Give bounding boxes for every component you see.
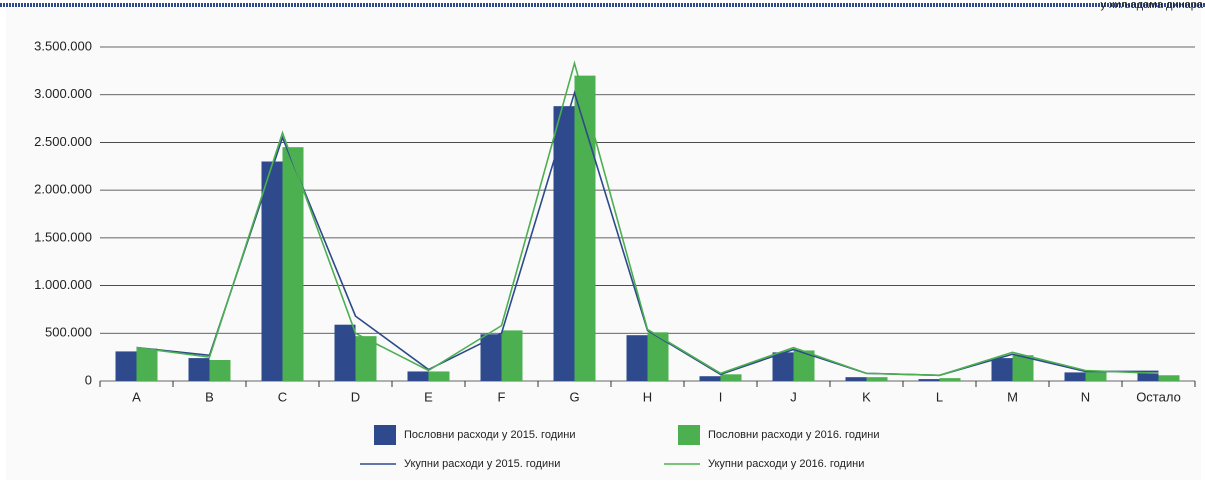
x-tick-label: E [424,389,433,404]
line [136,60,1159,377]
bar [866,377,888,381]
x-tick-label: B [205,389,214,404]
bar [720,374,742,381]
bar [501,330,523,381]
x-tick-label: G [569,389,579,404]
chart-panel [6,8,1201,480]
x-tick-label: L [936,389,943,404]
bar [647,332,669,381]
y-tick-label: 1.000.000 [34,277,92,292]
legend-label: Укупни расходи у 2015. години [404,458,560,470]
y-tick-label: 3.500.000 [34,38,92,53]
bar [209,360,231,381]
legend-label: Пословни расходи у 2016. години [708,429,879,441]
x-tick-label: K [862,389,871,404]
x-tick-label: J [790,389,797,404]
bar [1064,372,1086,381]
bar [772,352,794,381]
bar [1158,375,1180,381]
x-tick-label: N [1081,389,1090,404]
x-tick-label: Остало [1136,389,1181,404]
bar [282,147,304,381]
y-tick-label: 3.000.000 [34,86,92,101]
line [136,90,1159,377]
x-tick-label: F [498,389,506,404]
y-tick-label: 500.000 [45,325,92,340]
bar [1012,355,1034,381]
legend-label: Пословни расходи у 2015. години [404,429,575,441]
bar [793,350,815,381]
bar [355,336,377,381]
x-tick-label: C [278,389,287,404]
bar [699,376,721,381]
bar [574,75,596,381]
legend-swatch [374,425,396,445]
unit-note: у хиљадама динара [1100,0,1203,11]
x-tick-label: H [643,389,652,404]
legend-label: Укупни расходи у 2016. години [708,458,864,470]
bar [136,348,158,381]
bar [553,106,575,381]
x-tick-label: A [132,389,141,404]
x-tick-label: M [1007,389,1018,404]
bar [918,379,940,381]
bar [261,161,283,381]
bar [845,377,867,381]
x-tick-label: I [719,389,723,404]
bar [480,334,502,381]
bar [334,324,356,381]
bar [428,371,450,381]
bar [626,335,648,381]
bar [939,378,961,381]
y-tick-label: 2.000.000 [34,182,92,197]
bar [407,371,429,381]
bar [991,358,1013,381]
legend-swatch [678,425,700,445]
bar [1137,372,1159,381]
y-tick-label: 2.500.000 [34,134,92,149]
y-tick-label: 1.500.000 [34,229,92,244]
y-tick-label: 0 [85,372,92,387]
bar [188,358,210,381]
bar [1085,370,1107,381]
bar [115,351,137,381]
x-tick-label: D [351,389,360,404]
